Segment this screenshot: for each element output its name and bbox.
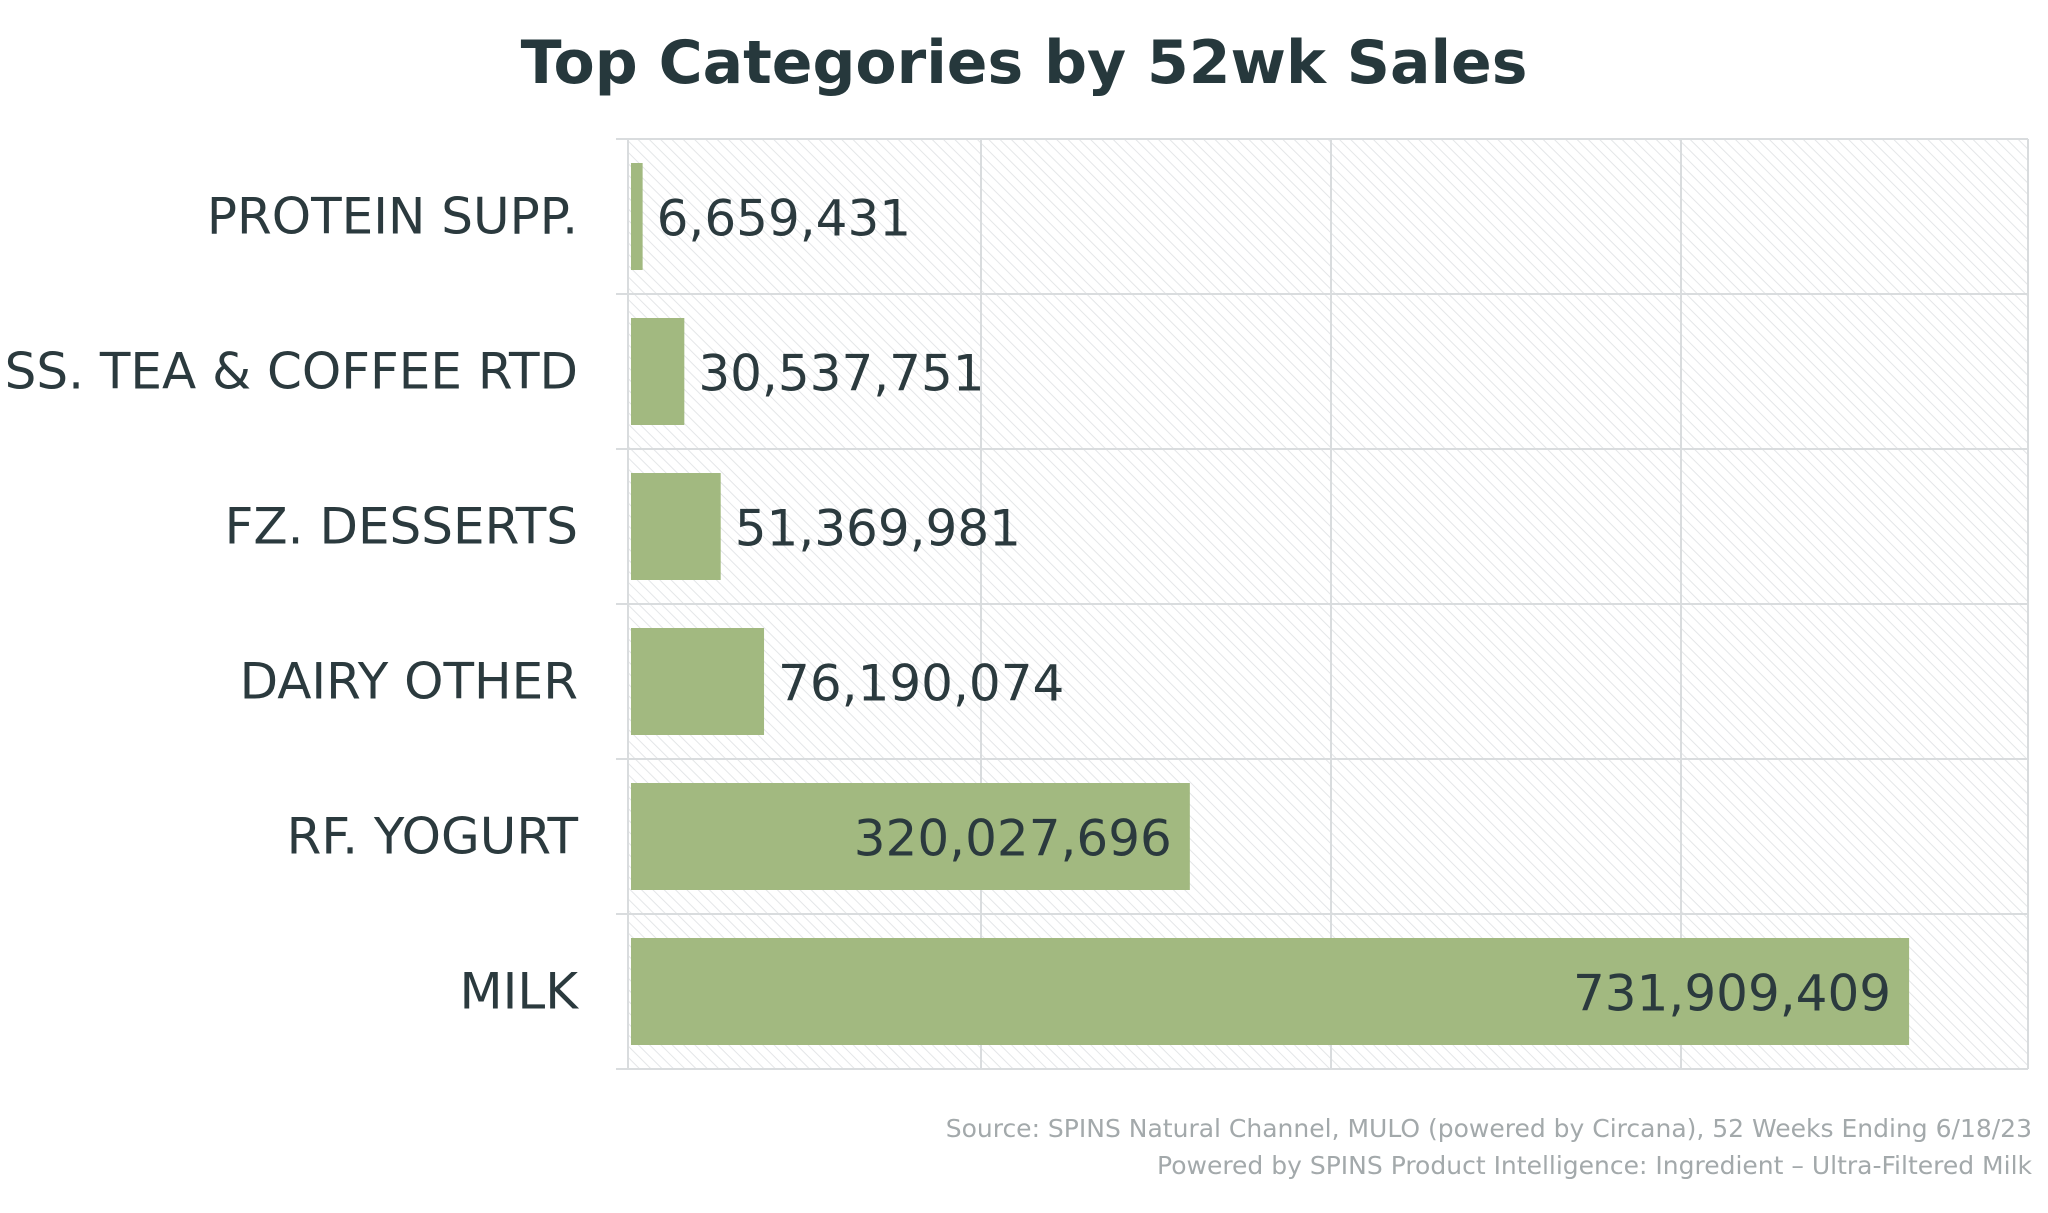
category-label: PROTEIN SUPP. — [207, 188, 578, 246]
source-note-line1: Source: SPINS Natural Channel, MULO (pow… — [945, 1114, 2032, 1143]
value-label: 731,909,409 — [1573, 965, 1891, 1023]
source-note-line2: Powered by SPINS Product Intelligence: I… — [1157, 1151, 2032, 1180]
chart-title: Top Categories by 52wk Sales — [520, 28, 1528, 98]
bars-group — [631, 163, 1910, 1045]
category-label: SS. TEA & COFFEE RTD — [5, 343, 578, 401]
category-label: FZ. DESSERTS — [225, 498, 578, 556]
bar — [631, 938, 1910, 1045]
bar — [631, 318, 685, 425]
value-label: 320,027,696 — [854, 810, 1172, 868]
value-label: 6,659,431 — [657, 190, 911, 248]
bar — [631, 163, 643, 270]
category-labels: PROTEIN SUPP. SS. TEA & COFFEE RTD FZ. DES… — [5, 188, 580, 1021]
bar — [631, 628, 765, 735]
category-label: RF. YOGURT — [287, 808, 579, 866]
value-label: 76,190,074 — [778, 655, 1064, 713]
bar — [631, 473, 721, 580]
value-label: 51,369,981 — [735, 500, 1021, 558]
value-label: 30,537,751 — [698, 345, 984, 403]
category-label: DAIRY OTHER — [240, 653, 578, 711]
bar — [631, 783, 1190, 890]
category-label: MILK — [459, 963, 579, 1021]
value-labels: 6,659,431 30,537,751 51,369,981 76,190,074 3… — [657, 190, 1891, 1023]
grid-lines — [616, 138, 2029, 1070]
